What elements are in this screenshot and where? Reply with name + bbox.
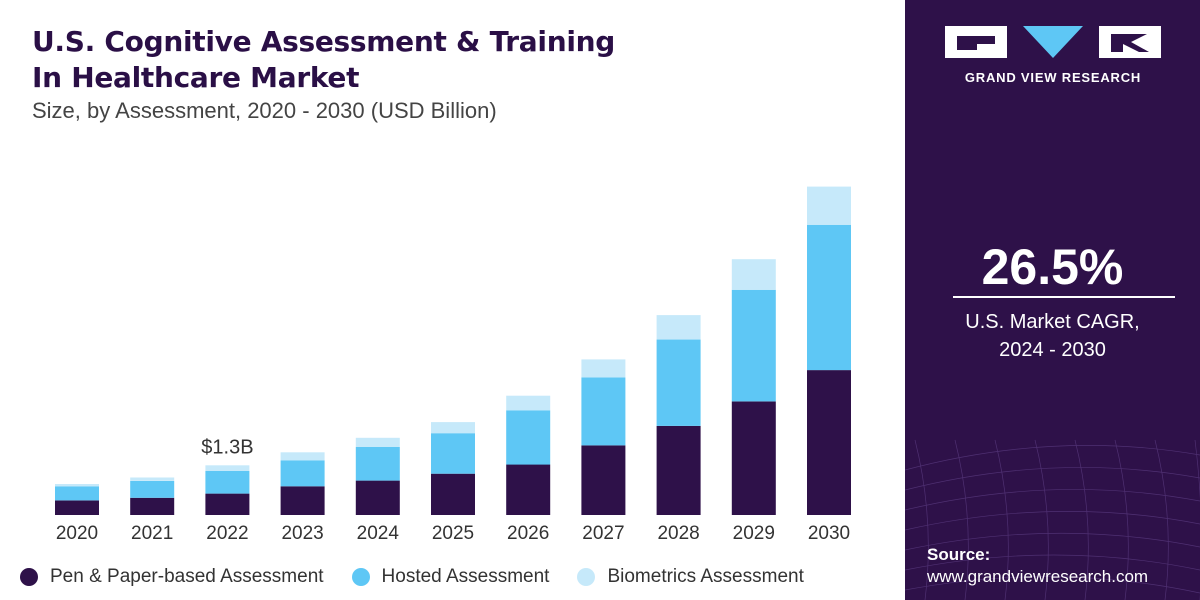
bar-segment-pen-paper-based-assessment-2026 xyxy=(506,464,551,515)
brand-name: GRAND VIEW RESEARCH xyxy=(964,70,1142,85)
legend-swatch-hosted xyxy=(351,568,370,586)
cagr-label: U.S. Market CAGR, 2024 - 2030 xyxy=(905,308,1200,364)
mesh-background xyxy=(905,439,1200,600)
data-label-2022: $1.3B xyxy=(201,436,253,458)
bar-segment-biometrics-assessment-2025 xyxy=(431,422,475,434)
legend-label-biometrics: Biometrics Assessment xyxy=(607,566,804,587)
legend-swatch-pen-paper xyxy=(20,568,38,586)
legend-item-hosted: Hosted Assessment xyxy=(351,566,550,588)
cagr-value: 26.5% xyxy=(981,239,1124,295)
legend-swatch-biometrics xyxy=(577,568,596,586)
x-tick-label-2023: 2023 xyxy=(281,523,323,544)
title-line-1: U.S. Cognitive Assessment & Training xyxy=(32,25,616,58)
bar-segment-hosted-assessment-2025 xyxy=(431,433,475,474)
bar-segment-biometrics-assessment-2021 xyxy=(130,477,175,481)
bar-segment-hosted-assessment-2022 xyxy=(205,471,250,494)
x-tick-label-2027: 2027 xyxy=(582,523,624,544)
x-tick-label-2020: 2020 xyxy=(56,523,98,544)
bar-segment-pen-paper-based-assessment-2022 xyxy=(205,493,250,515)
bar-segment-hosted-assessment-2023 xyxy=(280,460,325,487)
bar-segment-pen-paper-based-assessment-2028 xyxy=(656,425,701,515)
bar-segment-pen-paper-based-assessment-2030 xyxy=(807,370,851,515)
x-tick-label-2024: 2024 xyxy=(357,523,400,544)
bar-segment-pen-paper-based-assessment-2021 xyxy=(130,497,175,515)
x-tick-label-2021: 2021 xyxy=(131,523,173,544)
source-link[interactable]: www.grandviewresearch.com xyxy=(927,567,1149,586)
grand-view-research-logo xyxy=(945,26,1161,58)
x-tick-label-2028: 2028 xyxy=(657,523,699,544)
x-tick-label-2030: 2030 xyxy=(808,523,850,544)
source-label: Source: xyxy=(927,545,991,564)
x-tick-label-2026: 2026 xyxy=(507,523,549,544)
bar-segment-pen-paper-based-assessment-2027 xyxy=(581,445,626,515)
chart-title: U.S. Cognitive Assessment & Training In … xyxy=(32,24,615,96)
bar-segment-hosted-assessment-2027 xyxy=(581,377,626,446)
bar-segment-pen-paper-based-assessment-2029 xyxy=(731,401,776,515)
legend-item-pen-paper: Pen & Paper-based Assessment xyxy=(20,566,324,588)
x-tick-label-2022: 2022 xyxy=(206,523,248,544)
title-line-2: In Healthcare Market xyxy=(32,61,360,94)
x-tick-label-2029: 2029 xyxy=(733,523,775,544)
info-panel: GRAND VIEW RESEARCH 26.5% U.S. Market CA… xyxy=(905,0,1200,600)
bar-segment-hosted-assessment-2021 xyxy=(130,481,175,498)
bar-segment-biometrics-assessment-2026 xyxy=(506,395,551,411)
source: Source: www.grandviewresearch.com xyxy=(927,544,1148,588)
bar-segment-biometrics-assessment-2023 xyxy=(280,452,325,461)
x-tick-label-2025: 2025 xyxy=(432,523,474,544)
bar-segment-biometrics-assessment-2020 xyxy=(55,484,99,487)
bar-segment-biometrics-assessment-2028 xyxy=(656,315,701,340)
bar-segment-biometrics-assessment-2022 xyxy=(205,465,250,471)
stacked-bar-chart: 2020 2021 $1.3B 2022 2023 2024 2025 2026 2027 202… xyxy=(55,186,851,544)
bar-segment-hosted-assessment-2028 xyxy=(656,339,701,426)
bar-segment-biometrics-assessment-2030 xyxy=(807,186,851,225)
bar-segment-hosted-assessment-2029 xyxy=(731,289,776,402)
bar-segment-pen-paper-based-assessment-2025 xyxy=(431,473,475,515)
bar-segment-biometrics-assessment-2024 xyxy=(355,437,400,447)
legend-item-biometrics: Biometrics Assessment xyxy=(577,566,804,588)
bar-segment-biometrics-assessment-2027 xyxy=(581,359,626,378)
legend-label-pen-paper: Pen & Paper-based Assessment xyxy=(50,566,324,587)
bar-segment-hosted-assessment-2020 xyxy=(55,486,99,501)
cagr-label-line-2: 2024 - 2030 xyxy=(999,339,1106,361)
bar-segment-hosted-assessment-2024 xyxy=(355,447,400,481)
bar-segment-hosted-assessment-2026 xyxy=(506,410,551,465)
bar-segment-biometrics-assessment-2029 xyxy=(731,259,776,290)
chart-panel: U.S. Cognitive Assessment & Training In … xyxy=(20,24,851,588)
bar-segment-pen-paper-based-assessment-2024 xyxy=(355,480,400,515)
cagr-divider xyxy=(953,296,1175,298)
bar-segment-pen-paper-based-assessment-2023 xyxy=(280,486,325,515)
bar-segment-hosted-assessment-2030 xyxy=(807,224,851,371)
legend: Pen & Paper-based Assessment Hosted Asse… xyxy=(20,566,832,588)
bar-segment-pen-paper-based-assessment-2020 xyxy=(55,500,99,515)
cagr-label-line-1: U.S. Market CAGR, xyxy=(965,311,1140,333)
chart-subtitle: Size, by Assessment, 2020 - 2030 (USD Bi… xyxy=(32,98,497,123)
legend-label-hosted: Hosted Assessment xyxy=(381,566,550,587)
